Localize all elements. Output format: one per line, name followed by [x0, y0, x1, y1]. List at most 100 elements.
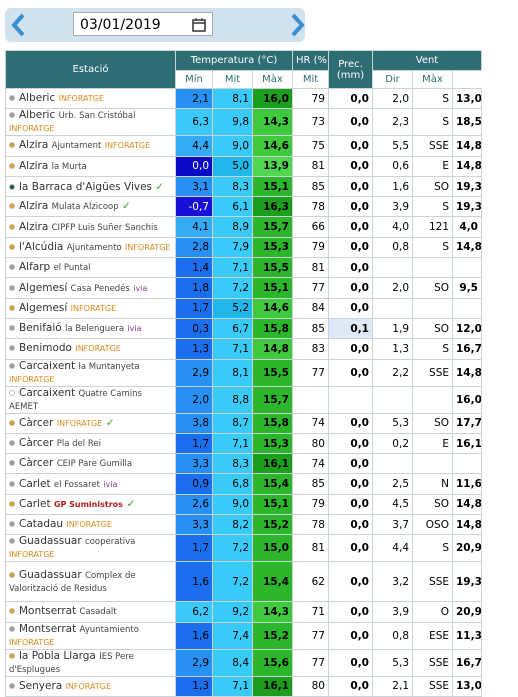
status-dot: [9, 95, 15, 102]
status-dot: [9, 345, 15, 352]
value-cell: SSE: [412, 358, 453, 387]
value-cell: 11,6: [452, 473, 482, 495]
value-cell: 3,1: [175, 175, 213, 198]
prev-day[interactable]: [9, 11, 29, 39]
value-cell: 0,8: [372, 621, 413, 650]
value-cell: [372, 453, 413, 475]
value-cell: 17,7: [452, 412, 482, 434]
value-cell: 1,3: [175, 338, 213, 360]
next-day[interactable]: [287, 11, 307, 39]
status-dot: [9, 142, 15, 149]
value-cell: 15,4: [252, 473, 293, 495]
value-cell: 15,0: [252, 534, 293, 563]
value-cell: 1,6: [372, 175, 413, 198]
station-source: INFORATGE: [65, 681, 112, 691]
value-cell: SSE: [412, 561, 453, 603]
value-cell: 16,7: [452, 338, 482, 360]
station-cell: Alberic INFORATGE: [5, 87, 176, 110]
calendar-icon[interactable]: [192, 17, 206, 32]
station-cell: Alzira Mulata Alzicoop ✓: [5, 196, 176, 218]
station-cell: l'Alcúdia Ajuntamento INFORATGE: [5, 236, 176, 259]
station-row: Benimodo INFORATGE 1,3 7,1 14,8 83 0,0 1,3 S 16,…: [5, 338, 482, 360]
value-cell: 15,2: [252, 621, 293, 650]
value-cell: 0,0: [328, 135, 373, 157]
value-cell: SSE: [412, 675, 453, 697]
value-cell: S: [412, 534, 453, 563]
value-cell: 0,0: [328, 561, 373, 603]
value-cell: 2,8: [175, 236, 213, 259]
value-cell: 79: [292, 87, 329, 110]
date-input[interactable]: 03/01/2019: [73, 12, 213, 36]
value-cell: 15,5: [252, 257, 293, 279]
value-cell: 15,1: [252, 175, 293, 198]
value-cell: 6,8: [212, 473, 253, 495]
value-cell: 13,0: [452, 675, 482, 697]
station-place: CEIP Pare Gumilla: [56, 459, 133, 470]
value-cell: 3,8: [175, 412, 213, 434]
value-cell: 3,2: [372, 561, 413, 603]
value-cell: 8,2: [212, 514, 253, 536]
value-cell: 7,1: [212, 432, 253, 455]
value-cell: 85: [292, 317, 329, 340]
status-dot: [9, 682, 15, 689]
value-cell: 14,6: [252, 297, 293, 319]
value-cell: 79: [292, 493, 329, 516]
value-cell: 74: [292, 412, 329, 434]
value-cell: 2,9: [175, 648, 213, 677]
station-place: Pla del Rei: [56, 439, 101, 449]
station-cell: la Barraca d'Aigües Vives ✓: [5, 175, 176, 198]
value-cell: 5,5: [372, 135, 413, 157]
value-cell: 77: [292, 358, 329, 387]
value-cell: 75: [292, 135, 329, 157]
status-dot: [9, 203, 15, 210]
station-cell: Alberic Urb. San Cristóbal INFORATGE: [5, 108, 176, 137]
value-cell: 4,4: [175, 135, 213, 157]
value-cell: 15,2: [252, 514, 293, 536]
value-cell: 3,9: [372, 196, 413, 218]
value-cell: 15,3: [252, 236, 293, 259]
value-cell: OSO: [412, 514, 453, 536]
col-header[interactable]: Estació: [5, 50, 176, 89]
station-row: Montserrat Casadalt 6,2 9,2 14,3 71 0,0 3,9 O 2…: [5, 601, 482, 623]
value-cell: 4,0: [452, 216, 482, 238]
station-cell: Algemesí INFORATGE: [5, 297, 176, 319]
station-name: Carlet: [19, 477, 51, 490]
value-cell: 1,7: [175, 297, 213, 319]
value-cell: 0,0: [328, 453, 373, 475]
value-cell: 14,8: [252, 338, 293, 360]
value-cell: 11,3: [452, 621, 482, 650]
value-cell: [372, 385, 413, 414]
station-row: Carcaixent la Muntanyeta INFORATGE 2,9 8,1…: [5, 358, 482, 387]
station-name: Benifaió: [19, 322, 62, 335]
value-cell: 5,2: [212, 297, 253, 319]
value-cell: 15,6: [252, 648, 293, 677]
value-cell: 14,8: [452, 358, 482, 387]
value-cell: 15,8: [252, 317, 293, 340]
value-cell: 18,5: [452, 108, 482, 137]
station-name: Carlet: [19, 497, 51, 510]
station-row: Alzira Ajuntament INFORATGE 4,4 9,0 14,6 75 0…: [5, 135, 482, 157]
value-cell: 14,8: [452, 514, 482, 536]
status-dot: [9, 284, 15, 291]
station-source: INFORATGE: [56, 418, 103, 428]
station-place: Quatre Camins AEMET: [9, 388, 142, 412]
value-cell: 19,3: [452, 196, 482, 218]
value-cell: 8,8: [212, 385, 253, 414]
value-cell: SO: [412, 317, 453, 340]
value-cell: 7,2: [212, 561, 253, 603]
sub-header: Mín: [175, 70, 213, 89]
value-cell: 78: [292, 196, 329, 218]
station-name: Càrcer: [19, 416, 54, 429]
value-cell: 0,0: [328, 412, 373, 434]
station-cell: Carlet el Fossaret ivia: [5, 473, 176, 495]
station-cell: Carcaixent Quatre Camins AEMET: [5, 385, 176, 414]
sub-header: Màx: [412, 70, 453, 89]
station-row: Alzira la Murta 0,0 5,0 13,9 81 0,0 0,6 E 14,8: [5, 155, 482, 177]
sub-header: Dir: [372, 70, 413, 89]
value-cell: S: [412, 87, 453, 110]
station-cell: Alzira CIPFP Luis Suñer Sanchis: [5, 216, 176, 238]
station-place: Casa Penedés: [70, 283, 130, 294]
value-cell: 0,0: [328, 297, 373, 319]
value-cell: 73: [292, 108, 329, 137]
status-dot: [9, 112, 15, 119]
